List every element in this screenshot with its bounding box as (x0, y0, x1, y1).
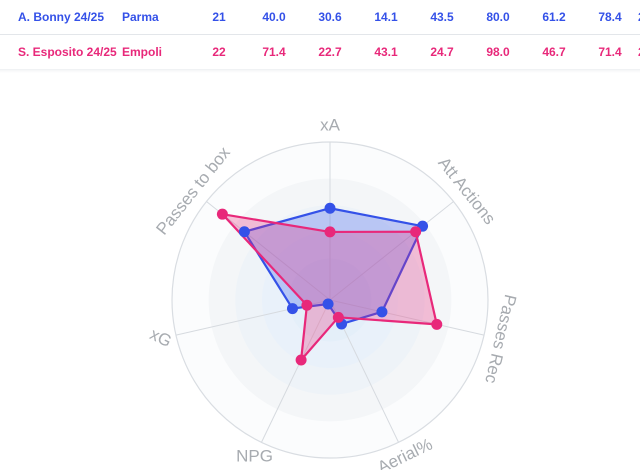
axis-label: xA (320, 115, 341, 134)
series-1-point (286, 303, 298, 315)
series-area-2 (221, 213, 438, 362)
series-1-point (238, 226, 250, 238)
series-2-point (216, 208, 228, 220)
series-1-point (376, 306, 388, 318)
axis-label: xG (147, 325, 175, 352)
series-1-point (322, 298, 334, 310)
player-name: A. Bonny 24/25 (0, 0, 118, 35)
stat-cell: 61.2 (526, 0, 582, 35)
stat-cell: 30.6 (302, 0, 358, 35)
series-2-point (301, 299, 313, 311)
player-name: S. Esposito 24/25 (0, 34, 118, 70)
table-row-esposito: S. Esposito 24/25 Empoli 22 71.4 22.7 43… (0, 34, 640, 70)
series-2-point (295, 354, 307, 366)
stat-cell: 21 (192, 0, 246, 35)
team-name: Parma (118, 0, 192, 35)
stat-cell: 80.0 (470, 0, 526, 35)
stat-cell: 78.4 (582, 0, 638, 35)
series-2-point (410, 226, 422, 238)
stat-cell: 24.7 (414, 34, 470, 70)
series-2-point (324, 226, 336, 238)
stat-cell: 98.0 (470, 34, 526, 70)
series-2-point (332, 311, 344, 323)
table-row-bonny: A. Bonny 24/25 Parma 21 40.0 30.6 14.1 4… (0, 0, 640, 35)
stat-cell: 46.7 (526, 34, 582, 70)
series-2-point (431, 318, 443, 330)
series-1-point (324, 202, 336, 214)
stat-cell: 43.5 (414, 0, 470, 35)
player-stats-table: A. Bonny 24/25 Parma 21 40.0 30.6 14.1 4… (0, 0, 640, 70)
stat-cell: 40.0 (246, 0, 302, 35)
radar-spoke (260, 299, 331, 443)
stat-cell: 43.1 (358, 34, 414, 70)
radar-spoke (329, 299, 485, 336)
table-divider (0, 69, 640, 73)
radar-spoke (329, 201, 454, 301)
stat-cell: 14.1 (358, 0, 414, 35)
stat-cell: 2679 (638, 0, 640, 35)
axis-label: NPG (236, 446, 273, 465)
